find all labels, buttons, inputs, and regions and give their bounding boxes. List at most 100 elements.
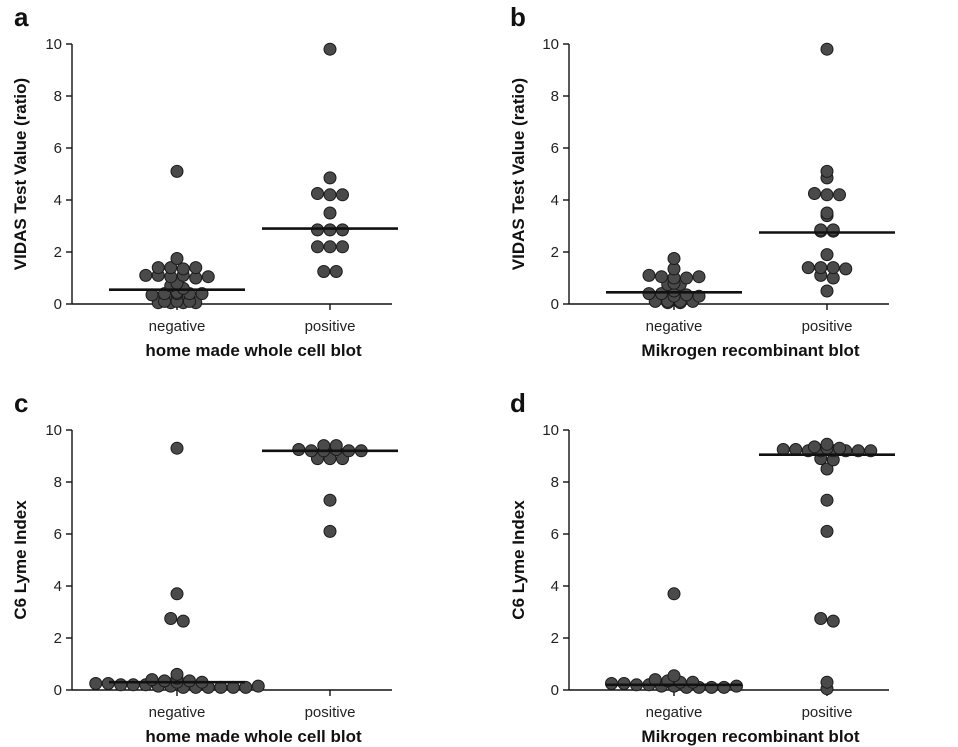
data-point (655, 287, 668, 301)
x-category-label: positive (802, 318, 853, 335)
data-point (317, 265, 331, 278)
data-point (820, 248, 834, 262)
data-point (667, 252, 681, 265)
data-point (667, 587, 681, 601)
data-point (176, 262, 190, 276)
data-point (705, 680, 718, 694)
data-point (826, 614, 840, 628)
y-axis-title: VIDAS Test Value (ratio) (11, 78, 30, 270)
data-point (164, 612, 178, 625)
x-category-label: positive (802, 704, 853, 721)
y-tick-label: 2 (551, 244, 559, 261)
panel-letter: a (14, 2, 29, 32)
y-tick-label: 6 (551, 140, 559, 157)
x-category-label: positive (305, 318, 356, 335)
data-point (820, 437, 834, 451)
y-tick-label: 6 (54, 140, 62, 157)
data-point (170, 441, 184, 455)
data-point (170, 587, 184, 601)
data-point (170, 252, 184, 265)
data-point (833, 441, 846, 455)
data-point (323, 206, 337, 220)
y-tick-label: 4 (551, 578, 559, 595)
data-point (336, 188, 349, 202)
x-axis-title: Mikrogen recombinant blot (641, 341, 860, 360)
data-point (139, 268, 153, 282)
data-point (826, 261, 840, 275)
y-tick-label: 2 (54, 244, 62, 261)
x-axis-title: Mikrogen recombinant blot (641, 727, 860, 746)
y-tick-label: 6 (54, 526, 62, 543)
data-point (323, 493, 337, 507)
y-tick-label: 8 (551, 474, 559, 491)
panel-d: d 0 2 4 6 8 10 negative positive Mikrogen recombi… (509, 388, 895, 746)
y-axis-title: VIDAS Test Value (ratio) (509, 78, 528, 270)
data-point (170, 164, 184, 178)
data-point (814, 612, 828, 625)
data-point (814, 261, 828, 275)
data-point (89, 677, 103, 690)
data-point (820, 42, 834, 56)
y-tick-label: 4 (54, 578, 62, 595)
data-point (170, 667, 184, 681)
data-point (642, 268, 656, 282)
data-point (323, 524, 337, 538)
data-point (717, 680, 731, 694)
data-point (126, 678, 140, 692)
y-tick-label: 10 (542, 422, 559, 439)
y-tick-label: 6 (551, 526, 559, 543)
data-point (201, 270, 215, 284)
data-point (176, 614, 190, 628)
data-point (833, 188, 846, 202)
y-tick-label: 8 (54, 474, 62, 491)
data-point (311, 187, 324, 200)
data-point (239, 680, 253, 694)
data-point (820, 675, 834, 689)
data-point (323, 188, 337, 202)
y-tick-label: 0 (551, 682, 559, 699)
panel-letter: c (14, 388, 28, 418)
data-point (323, 240, 337, 254)
x-axis-title: home made whole cell blot (145, 341, 362, 360)
y-tick-label: 8 (54, 88, 62, 105)
data-point (820, 206, 834, 220)
y-axis-title: C6 Lyme Index (509, 500, 528, 620)
y-tick-label: 0 (551, 296, 559, 313)
data-point (164, 261, 178, 275)
data-point (839, 262, 853, 276)
data-point (311, 240, 324, 254)
y-axis-title: C6 Lyme Index (11, 500, 30, 620)
y-tick-label: 0 (54, 682, 62, 699)
data-point (680, 288, 693, 302)
data-point (820, 284, 834, 298)
y-tick-label: 4 (551, 192, 559, 209)
panel-c: c 0 2 4 6 8 10 negative positive home made whole … (11, 388, 398, 746)
panel-b: b 0 2 4 6 8 10 negative positive Mikrogen recombi… (509, 2, 895, 360)
data-point (189, 261, 203, 275)
data-point (808, 187, 821, 200)
data-point (323, 42, 337, 56)
data-point (820, 462, 834, 476)
y-tick-label: 2 (54, 630, 62, 647)
data-point (151, 261, 165, 275)
x-axis-title: home made whole cell blot (145, 727, 362, 746)
data-point (251, 679, 265, 693)
y-tick-label: 0 (54, 296, 62, 313)
data-point (814, 223, 828, 237)
panel-a: a 0 2 4 6 8 10 negative positive home made whole … (11, 2, 398, 360)
data-point (642, 287, 656, 301)
data-point (329, 265, 343, 278)
x-category-label: negative (646, 704, 703, 721)
data-point (145, 673, 159, 687)
data-point (686, 675, 700, 689)
data-point (820, 493, 834, 507)
panel-letter: b (510, 2, 526, 32)
x-category-label: positive (305, 704, 356, 721)
data-point (323, 171, 337, 185)
data-point (801, 261, 815, 275)
panel-letter: d (510, 388, 526, 418)
data-point (667, 669, 681, 683)
y-tick-label: 2 (551, 630, 559, 647)
data-point (655, 270, 668, 284)
